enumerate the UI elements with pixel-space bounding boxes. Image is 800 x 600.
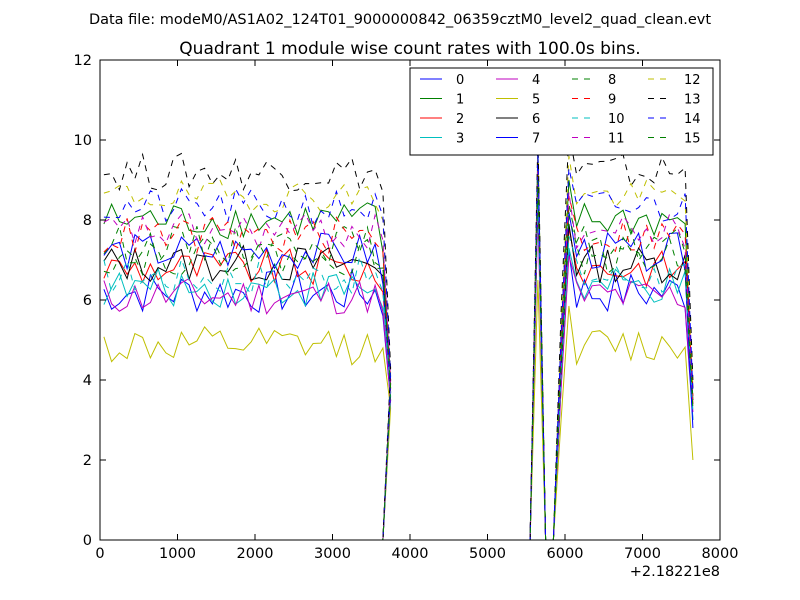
y-tick-label: 6 — [83, 293, 92, 309]
legend-label-14: 14 — [684, 112, 701, 127]
series-line-1 — [103, 147, 694, 541]
y-tick-label: 2 — [83, 453, 92, 469]
series-line-8 — [103, 159, 694, 541]
x-tick-label: 7000 — [624, 546, 661, 562]
series-line-2 — [103, 187, 694, 541]
y-tick-label: 4 — [83, 373, 92, 389]
x-offset-label: +2.18221e8 — [630, 564, 720, 580]
x-tick-label: 0 — [95, 546, 104, 562]
legend-label-7: 7 — [532, 132, 540, 147]
plot-lines — [103, 131, 694, 541]
x-tick-label: 4000 — [392, 546, 429, 562]
legend-box — [409, 67, 714, 156]
legend-label-4: 4 — [532, 73, 540, 88]
series-line-3 — [103, 199, 694, 541]
series-line-9 — [103, 163, 694, 541]
x-tick-label: 2000 — [237, 546, 274, 562]
y-tick-label: 10 — [74, 133, 92, 149]
axes: 0 1000 2000 3000 4000 5000 6000 7000 80000246810… — [74, 53, 739, 562]
chart-title: Quadrant 1 module wise count rates with … — [179, 39, 640, 59]
x-tick-label: 8000 — [702, 546, 739, 562]
legend-label-2: 2 — [456, 112, 464, 127]
series-line-13 — [103, 131, 694, 541]
legend-label-5: 5 — [532, 93, 540, 108]
chart-suptitle: Data file: modeM0/AS1A02_124T01_90000008… — [89, 12, 711, 28]
y-tick-label: 8 — [83, 213, 92, 229]
legend-label-11: 11 — [608, 132, 625, 147]
series-line-15 — [103, 179, 694, 541]
legend-label-3: 3 — [456, 132, 464, 147]
legend-label-15: 15 — [684, 132, 701, 147]
x-tick-label: 1000 — [159, 546, 196, 562]
legend-label-12: 12 — [684, 73, 701, 88]
y-tick-label: 0 — [83, 533, 92, 549]
legend-label-1: 1 — [456, 93, 464, 108]
legend-label-10: 10 — [608, 112, 625, 127]
x-tick-label: 5000 — [469, 546, 506, 562]
x-tick-label: 6000 — [547, 546, 584, 562]
series-line-14 — [103, 151, 694, 541]
legend-label-9: 9 — [608, 93, 616, 108]
y-tick-label: 12 — [74, 53, 92, 69]
series-line-12 — [103, 147, 694, 541]
legend-label-0: 0 — [456, 73, 464, 88]
series-line-11 — [103, 155, 694, 541]
series-line-5 — [103, 279, 694, 541]
x-tick-label: 3000 — [314, 546, 351, 562]
legend-label-6: 6 — [532, 112, 540, 127]
legend-label-8: 8 — [608, 73, 616, 88]
legend-label-13: 13 — [684, 93, 701, 108]
series-line-0 — [103, 187, 694, 541]
